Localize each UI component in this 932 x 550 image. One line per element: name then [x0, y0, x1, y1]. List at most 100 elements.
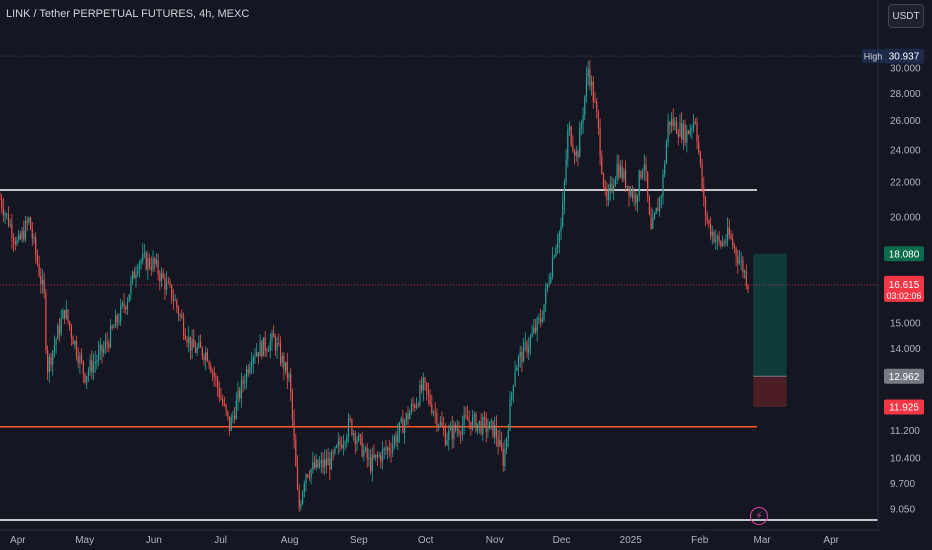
symbol-title[interactable]: LINK / Tether PERPETUAL FUTURES, 4h, MEX… [6, 8, 250, 20]
candle-body [169, 282, 171, 285]
candle-body [206, 352, 208, 362]
entry-price-label: 12.962 [889, 372, 920, 383]
candle-body [290, 374, 292, 392]
candle-body [115, 315, 117, 328]
candle-body [220, 397, 222, 400]
candle-body [184, 334, 186, 340]
candle-body [451, 426, 453, 440]
candle-body [36, 254, 38, 264]
high-tag-bg [862, 49, 884, 64]
candle-body [21, 230, 23, 239]
candle-body [575, 151, 577, 156]
candle-body [713, 231, 715, 242]
candle-body [631, 190, 633, 199]
candle-body [665, 142, 667, 164]
candle-body [123, 302, 125, 307]
candle-body [125, 306, 127, 310]
candle-body [133, 271, 135, 279]
candle-body [191, 338, 193, 351]
candle-body [305, 474, 307, 484]
candle-body [19, 234, 21, 239]
candle-body [145, 253, 147, 270]
candle-body [643, 164, 645, 171]
candle-body [179, 315, 181, 316]
candle-body [378, 455, 380, 457]
candle-body [322, 459, 324, 468]
candle-body [670, 119, 673, 126]
candle-body [138, 262, 140, 270]
candle-body [585, 76, 588, 97]
candle-body [82, 361, 84, 374]
high-tag-label: High [864, 52, 883, 62]
candle-body [307, 474, 309, 477]
candle-body [489, 421, 491, 429]
candle-body [41, 279, 44, 285]
candle-body [521, 351, 523, 362]
candle-body [295, 440, 297, 467]
candle-body [733, 245, 735, 248]
candle-body [356, 440, 358, 444]
candle-body [358, 434, 360, 441]
candle-body [274, 337, 276, 351]
candle-body [375, 454, 377, 458]
x-tick-label: Aug [281, 535, 299, 546]
candle-body [164, 278, 166, 290]
candle-body [376, 454, 378, 457]
candle-body [87, 371, 89, 377]
candle-body [715, 239, 717, 242]
candle-body [540, 317, 542, 322]
candle-body [96, 360, 98, 362]
candle-body [247, 369, 249, 373]
candle-body [429, 394, 431, 405]
candle-body [7, 213, 10, 226]
candles [0, 60, 749, 512]
candle-body [104, 341, 106, 349]
candle-body [160, 272, 163, 282]
candle-body [388, 447, 390, 452]
candle-body [273, 333, 275, 338]
candle-body [468, 420, 470, 422]
candle-body [497, 438, 499, 447]
candle-body [657, 207, 659, 212]
candle-body [235, 400, 237, 419]
candle-body [439, 421, 441, 426]
candle-body [1, 198, 3, 208]
entry-price-label-bg [884, 368, 924, 384]
candle-body [38, 263, 40, 277]
candle-body [640, 171, 642, 178]
candle-body [342, 443, 344, 449]
candle-body [281, 355, 283, 363]
candle-body [353, 433, 355, 435]
candle-body [140, 260, 142, 263]
candle-body [285, 361, 287, 371]
candle-body [354, 433, 356, 444]
candle-body [728, 227, 730, 236]
candle-body [57, 325, 59, 340]
candle-body [490, 420, 492, 422]
candle-body [570, 126, 572, 146]
candle-body [482, 416, 484, 434]
candle-body [516, 367, 518, 371]
candle-body [582, 115, 584, 124]
candle-body [47, 349, 49, 373]
candle-body [427, 390, 429, 395]
candle-body [213, 372, 215, 377]
candle-body [203, 356, 205, 361]
candle-body [584, 96, 586, 116]
candle-body [701, 163, 703, 188]
candle-body [502, 449, 504, 466]
candle-body [487, 428, 489, 432]
candle-body [373, 454, 375, 458]
candle-body [608, 190, 610, 201]
candle-body [694, 122, 696, 123]
currency-button[interactable]: USDT [888, 4, 924, 28]
candle-body [696, 122, 698, 142]
lightning-icon[interactable]: ⚡ [750, 507, 768, 525]
candle-body [721, 241, 724, 246]
y-tick-label: 14.000 [890, 344, 921, 355]
candle-body [664, 163, 666, 175]
candle-body [618, 163, 620, 177]
candle-body [60, 318, 62, 334]
candle-body [659, 197, 661, 212]
